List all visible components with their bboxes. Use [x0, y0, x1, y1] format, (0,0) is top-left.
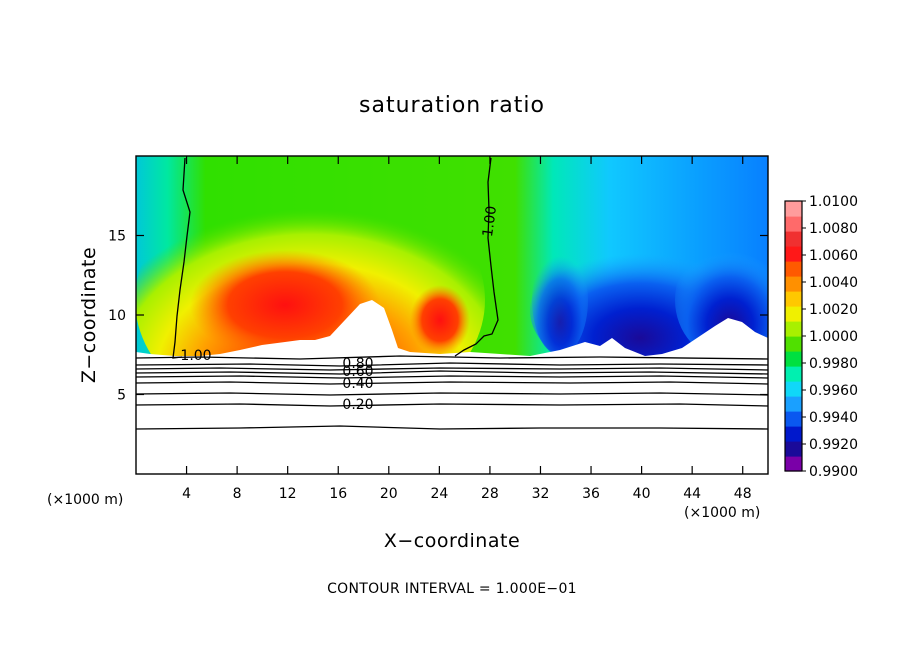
- y-tick-label: 5: [117, 388, 126, 404]
- colorbar-segment: [785, 381, 802, 397]
- colorbar-segment: [785, 306, 802, 322]
- contour-label-080: 0.80: [342, 356, 373, 372]
- x-tick-label: 28: [481, 486, 499, 502]
- colorbar-label: 1.0020: [809, 302, 858, 318]
- y-axis-ticks: 5 10 15: [108, 229, 768, 404]
- colorbar-segment: [785, 216, 802, 232]
- x-tick-label: 16: [329, 486, 347, 502]
- y-axis-unit: (×1000 m): [47, 492, 123, 508]
- x-tick-label: 48: [734, 486, 752, 502]
- colorbar-label: 0.9960: [809, 383, 858, 399]
- colorbar-label: 0.9940: [809, 410, 858, 426]
- contour-interval-note: CONTOUR INTERVAL = 1.000E−01: [327, 581, 577, 597]
- x-tick-label: 40: [633, 486, 651, 502]
- colorbar-segment: [785, 396, 802, 412]
- colorbar-label: 1.0000: [809, 329, 858, 345]
- colorbar-label: 0.9980: [809, 356, 858, 372]
- chart-title: saturation ratio: [359, 93, 545, 118]
- x-tick-label: 36: [582, 486, 600, 502]
- x-tick-label: 20: [380, 486, 398, 502]
- colorbar-label: 1.0040: [809, 275, 858, 291]
- colorbar-segment: [785, 351, 802, 367]
- colorbar-label: 1.0100: [809, 194, 858, 210]
- colorbar-label: 0.9900: [809, 464, 858, 480]
- y-tick-label: 15: [108, 229, 126, 245]
- y-tick-label: 10: [108, 308, 126, 324]
- colorbar-segment: [785, 426, 802, 442]
- colorbar-segment: [785, 321, 802, 337]
- colorbar-segment: [785, 366, 802, 382]
- colorbar-label: 0.9920: [809, 437, 858, 453]
- colorbar-segment: [785, 456, 802, 472]
- x-tick-label: 32: [532, 486, 550, 502]
- x-tick-label: 24: [430, 486, 448, 502]
- colorbar-segment: [785, 411, 802, 427]
- colorbar-segment: [785, 441, 802, 457]
- colorbar: 1.0100 1.0080 1.0060 1.0040 1.0020 1.0000 0.99…: [784, 194, 858, 480]
- x-tick-label: 4: [182, 486, 191, 502]
- colorbar-segment: [785, 276, 802, 292]
- colorbar-segment: [785, 261, 802, 277]
- contour-label-020: 0.20: [342, 397, 373, 413]
- colorbar-segment: [785, 336, 802, 352]
- contour-label-upper: 1.00: [480, 205, 500, 238]
- x-axis-ticks: 4 8 12 16 20 24 28 32 36 40 44 48: [182, 156, 752, 502]
- contour-labels: 1.00 1.00 0.80 0.60 0.40 0.20: [180, 205, 500, 413]
- colorbar-label: 1.0080: [809, 221, 858, 237]
- colorbar-segment: [785, 231, 802, 247]
- colorbar-segment: [785, 291, 802, 307]
- contour-label-040: 0.40: [342, 376, 373, 392]
- x-tick-label: 44: [683, 486, 701, 502]
- contour-lines: [135, 157, 769, 430]
- x-tick-label: 12: [279, 486, 297, 502]
- x-axis-label: X−coordinate: [384, 530, 520, 552]
- colorbar-label: 1.0060: [809, 248, 858, 264]
- x-tick-label: 8: [233, 486, 242, 502]
- contour-label-060: 0.60: [342, 364, 373, 380]
- contour-label-left: 1.00: [180, 348, 211, 364]
- colorbar-segment: [785, 246, 802, 262]
- x-axis-unit: (×1000 m): [684, 505, 760, 521]
- saturation-field: [136, 156, 768, 474]
- colorbar-segment: [785, 201, 802, 217]
- y-axis-label: Z−coordinate: [78, 247, 100, 383]
